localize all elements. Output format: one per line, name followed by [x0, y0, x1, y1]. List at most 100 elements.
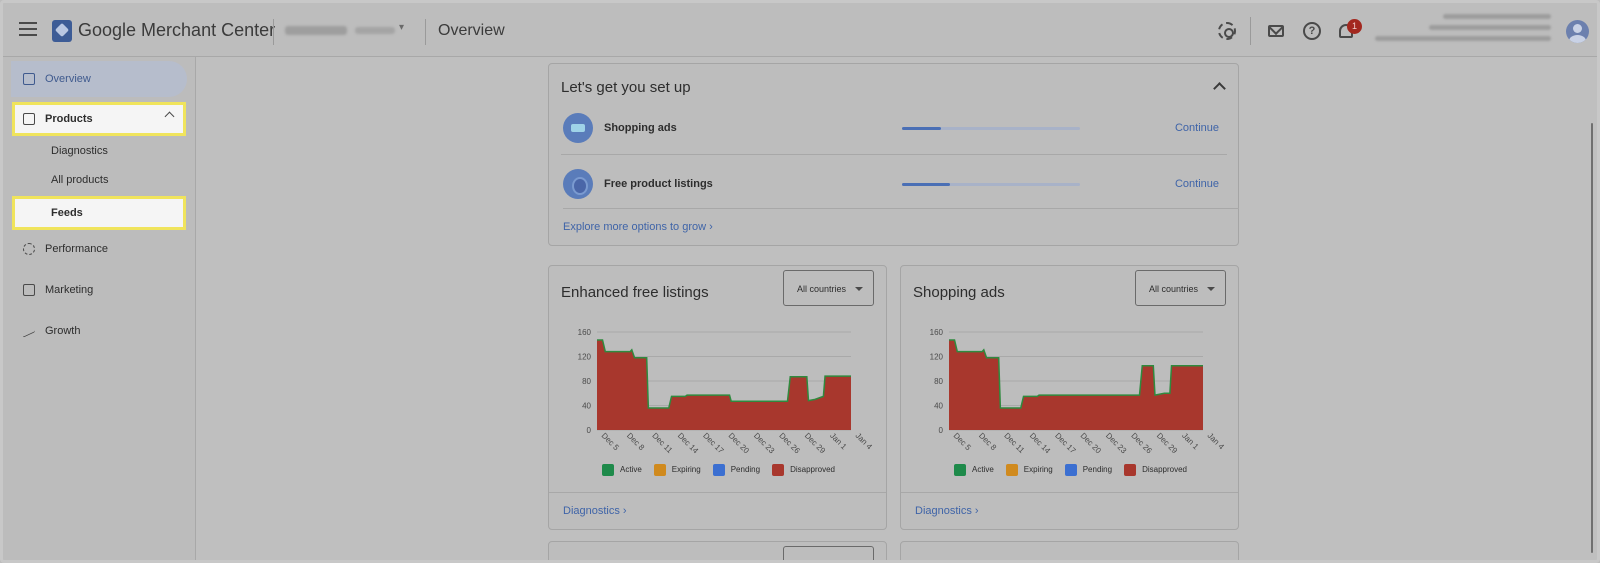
- notification-badge: 1: [1347, 19, 1362, 34]
- country-dropdown[interactable]: All countries: [783, 270, 874, 306]
- chart-legend: Active Expiring Pending Disapproved: [901, 464, 1240, 476]
- trending-up-icon: [23, 324, 35, 338]
- account-switcher[interactable]: ▾: [285, 22, 410, 36]
- legend-label: Disapproved: [790, 465, 835, 475]
- sidebar-item-label: Growth: [45, 325, 81, 337]
- x-tick-label: Dec 5: [600, 431, 622, 453]
- avatar[interactable]: [1566, 20, 1589, 43]
- progress-bar: [902, 127, 1080, 130]
- x-tick-label: Dec 20: [1079, 431, 1104, 456]
- account-info-blurred: [1371, 14, 1551, 48]
- sidebar-item-growth[interactable]: Growth: [11, 313, 80, 349]
- sidebar-item-all-products[interactable]: All products: [51, 174, 109, 186]
- sidebar-item-overview[interactable]: Overview: [11, 61, 187, 97]
- active-line: [597, 339, 851, 409]
- x-tick-label: Jan 1: [828, 431, 849, 452]
- x-tick-label: Dec 11: [1002, 431, 1026, 455]
- active-line: [949, 339, 1203, 409]
- x-tick-label: Dec 29: [1155, 431, 1180, 456]
- y-tick-label: 80: [582, 377, 591, 386]
- legend-swatch: [712, 464, 725, 476]
- x-tick-label: Dec 17: [1053, 431, 1078, 456]
- card-title: Enhanced free listings: [561, 284, 709, 301]
- legend-item: Pending: [712, 464, 761, 476]
- y-tick-label: 120: [930, 353, 944, 362]
- setup-row-label: Free product listings: [604, 178, 713, 190]
- shopping-ads-card: Shopping ads All countries 0 40 80 120 160 De…: [900, 265, 1239, 530]
- legend-swatch: [1124, 464, 1137, 476]
- dashboard-icon: [23, 73, 35, 85]
- sidebar-item-label: Products: [45, 113, 93, 125]
- x-tick-label: Dec 26: [777, 431, 802, 456]
- chevron-up-icon[interactable]: [1213, 82, 1226, 95]
- divider: [273, 19, 274, 45]
- legend-label: Expiring: [671, 465, 701, 475]
- diagnostics-link[interactable]: Diagnostics ›: [549, 492, 886, 517]
- continue-button[interactable]: Continue: [1174, 178, 1219, 190]
- country-dropdown[interactable]: All countries: [1135, 270, 1226, 306]
- legend-label: Expiring: [1023, 465, 1053, 475]
- setup-card-title: Let's get you set up: [561, 79, 691, 96]
- x-tick-label: Dec 23: [1104, 431, 1129, 456]
- sidebar-item-marketing[interactable]: Marketing: [11, 272, 93, 308]
- y-tick-label: 160: [930, 328, 944, 337]
- bottom-card: [900, 541, 1239, 560]
- legend-label: Pending: [1082, 465, 1113, 475]
- sidebar-item-performance[interactable]: Performance: [11, 231, 108, 267]
- shopping-bag-icon: [23, 284, 35, 296]
- x-tick-label: Jan 1: [1180, 431, 1201, 452]
- hamburger-menu-icon[interactable]: [19, 22, 37, 36]
- legend-swatch: [1064, 464, 1077, 476]
- explore-more-link[interactable]: Explore more options to grow ›: [563, 208, 1239, 233]
- x-tick-label: Dec 20: [727, 431, 752, 456]
- legend-swatch: [772, 464, 785, 476]
- y-tick-label: 120: [578, 353, 592, 362]
- y-tick-label: 40: [582, 402, 591, 411]
- continue-button[interactable]: Continue: [1174, 122, 1219, 134]
- scrollbar[interactable]: [1591, 123, 1593, 553]
- progress-bar: [902, 183, 1080, 186]
- settings-gear-icon[interactable]: [1218, 22, 1236, 40]
- legend-swatch: [954, 464, 966, 476]
- chevron-up-icon: [164, 111, 175, 122]
- free-listings-icon: [563, 169, 593, 199]
- y-tick-label: 80: [934, 377, 943, 386]
- x-tick-label: Jan 4: [854, 431, 875, 452]
- country-dropdown[interactable]: [783, 546, 874, 560]
- disapproved-area: [597, 339, 851, 430]
- setup-row-label: Shopping ads: [604, 122, 677, 134]
- sidebar-item-diagnostics[interactable]: Diagnostics: [51, 145, 108, 157]
- account-name-blurred: [285, 26, 347, 35]
- x-tick-label: Dec 5: [952, 431, 974, 453]
- sidebar-item-products[interactable]: Products: [12, 102, 186, 136]
- y-tick-label: 160: [578, 328, 592, 337]
- legend-label: Active: [972, 465, 994, 475]
- progress-fill: [902, 127, 942, 130]
- legend-item: Active: [602, 464, 642, 476]
- x-tick-label: Dec 23: [752, 431, 777, 456]
- mail-icon[interactable]: [1268, 25, 1284, 37]
- legend-swatch: [653, 464, 666, 476]
- shopping-ads-icon: [563, 113, 593, 143]
- legend-item: Disapproved: [1124, 464, 1187, 476]
- legend-item: Expiring: [653, 464, 701, 476]
- divider: [425, 19, 426, 45]
- account-id-blurred: [355, 27, 395, 34]
- y-tick-label: 0: [587, 426, 592, 435]
- x-tick-label: Dec 26: [1129, 431, 1154, 456]
- app-title: Google Merchant Center: [78, 20, 276, 40]
- x-tick-label: Dec 14: [1028, 431, 1053, 456]
- legend-swatch: [602, 464, 614, 476]
- legend-label: Pending: [730, 465, 761, 475]
- y-tick-label: 40: [934, 402, 943, 411]
- sidebar-item-feeds[interactable]: Feeds: [12, 196, 186, 230]
- x-tick-label: Dec 11: [650, 431, 674, 455]
- sidebar-item-label: Performance: [45, 243, 108, 255]
- help-icon[interactable]: ?: [1303, 22, 1321, 40]
- sidebar: Overview Products Diagnostics All produc…: [3, 57, 196, 560]
- legend-label: Active: [620, 465, 642, 475]
- diagnostics-link[interactable]: Diagnostics ›: [901, 492, 1238, 517]
- enhanced-free-listings-card: Enhanced free listings All countries 0 40…: [548, 265, 887, 530]
